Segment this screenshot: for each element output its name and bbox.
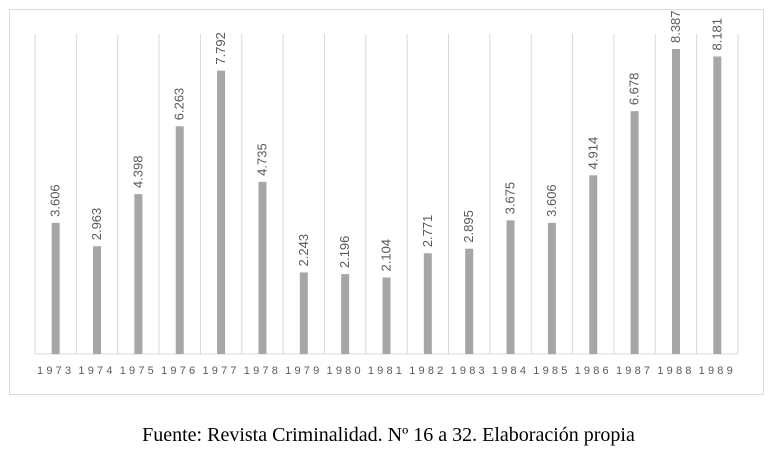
data-label-1987: 6.678 <box>627 73 642 106</box>
data-label-1978: 4.735 <box>254 143 269 176</box>
data-label-1985: 3.606 <box>544 184 559 217</box>
bar-1984 <box>506 220 515 354</box>
data-label-1980: 2.196 <box>337 236 352 269</box>
x-tick-1988: 1988 <box>657 365 694 377</box>
bar-1989 <box>713 56 722 354</box>
data-label-1982: 2.771 <box>420 215 435 248</box>
data-label-1974: 2.963 <box>89 208 104 241</box>
bar-1978 <box>258 181 267 354</box>
x-tick-1978: 1978 <box>244 365 281 377</box>
bar-1975 <box>134 194 143 354</box>
data-label-1984: 3.675 <box>503 182 518 215</box>
x-tick-1983: 1983 <box>451 365 488 377</box>
data-label-1976: 6.263 <box>172 88 187 121</box>
x-tick-1979: 1979 <box>285 365 322 377</box>
x-tick-1986: 1986 <box>575 365 612 377</box>
bar-1985 <box>547 222 556 354</box>
x-tick-1982: 1982 <box>409 365 446 377</box>
chart-caption: Fuente: Revista Criminalidad. Nº 16 a 32… <box>142 424 635 446</box>
bar-1980 <box>341 274 350 354</box>
x-tick-1974: 1974 <box>78 365 115 377</box>
bar-1982 <box>423 253 432 354</box>
x-tick-1975: 1975 <box>120 365 157 377</box>
bar-1983 <box>465 248 474 354</box>
x-tick-1980: 1980 <box>327 365 364 377</box>
bar-chart: 3.606 1973 2.963 1974 4.398 1975 6.263 1976 7.79… <box>34 10 739 377</box>
data-label-1983: 2.895 <box>461 210 476 243</box>
data-label-1973: 3.606 <box>48 184 63 217</box>
bar-1977 <box>217 70 226 355</box>
data-label-1986: 4.914 <box>585 137 600 170</box>
bar-1988 <box>671 49 680 354</box>
x-tick-1981: 1981 <box>368 365 405 377</box>
x-tick-1973: 1973 <box>37 365 74 377</box>
bar-1979 <box>299 272 308 354</box>
x-tick-1987: 1987 <box>616 365 653 377</box>
bar-1986 <box>589 175 598 354</box>
bar-1976 <box>175 126 184 354</box>
bar-1974 <box>93 246 102 354</box>
data-label-1975: 4.398 <box>130 156 145 189</box>
data-label-1977: 7.792 <box>213 32 228 65</box>
data-label-1988: 8.387 <box>668 10 683 43</box>
x-tick-1984: 1984 <box>492 365 529 377</box>
bar-1987 <box>630 111 639 354</box>
data-label-1979: 2.243 <box>296 234 311 267</box>
data-label-1989: 8.181 <box>709 18 724 51</box>
x-tick-1977: 1977 <box>202 365 239 377</box>
x-tick-1989: 1989 <box>699 365 736 377</box>
data-label-1981: 2.104 <box>379 239 394 272</box>
x-tick-1985: 1985 <box>533 365 570 377</box>
bar-1973 <box>51 222 60 354</box>
x-tick-1976: 1976 <box>161 365 198 377</box>
bar-1981 <box>382 277 391 354</box>
